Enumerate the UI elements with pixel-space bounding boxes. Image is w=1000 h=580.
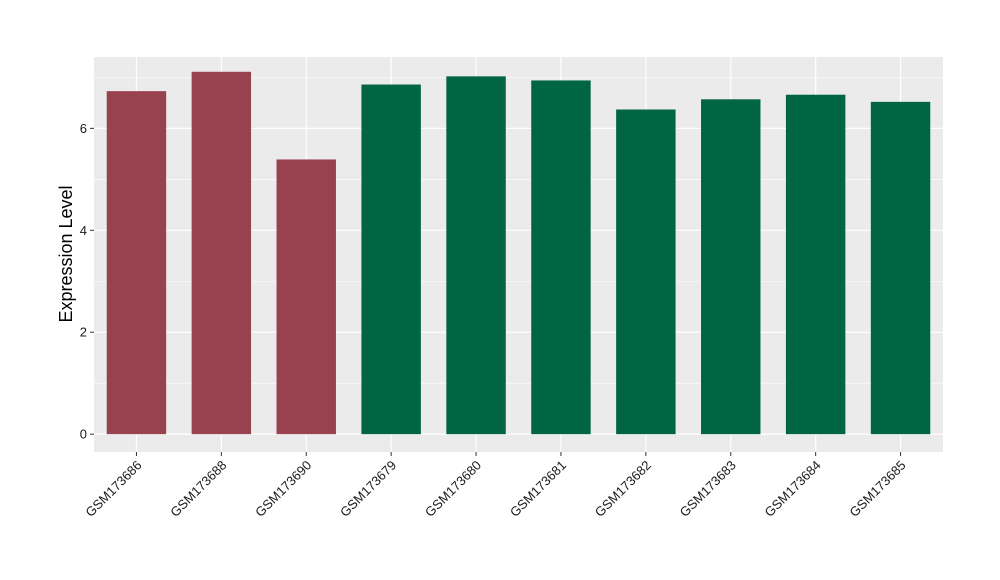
x-tick-label: GSM173682 xyxy=(592,458,654,520)
y-tick-label: 0 xyxy=(80,427,87,442)
x-axis: GSM173686 GSM173688 GSM173690 GSM173679 GSM1… xyxy=(82,452,909,520)
x-tick-label: GSM173686 xyxy=(82,458,144,520)
bar-gsm173688 xyxy=(191,71,252,435)
bar-gsm173684 xyxy=(785,94,846,435)
x-tick-label: GSM173688 xyxy=(167,458,229,520)
bar-gsm173682 xyxy=(616,109,676,435)
y-tick-label: 4 xyxy=(80,223,87,238)
bars xyxy=(106,71,931,435)
x-tick-label: GSM173685 xyxy=(846,458,908,520)
bar-gsm173686 xyxy=(106,91,167,435)
x-tick-label: GSM173680 xyxy=(422,458,484,520)
bar-gsm173685 xyxy=(870,101,931,435)
y-axis-title: Expression Level xyxy=(56,185,76,322)
x-tick-label: GSM173684 xyxy=(762,458,824,520)
bar-gsm173683 xyxy=(701,99,761,435)
x-tick-label: GSM173690 xyxy=(252,458,314,520)
x-tick-label: GSM173683 xyxy=(677,458,739,520)
y-tick-label: 6 xyxy=(80,121,87,136)
bar-gsm173681 xyxy=(531,80,591,435)
bar-gsm173690 xyxy=(276,159,336,435)
bar-gsm173679 xyxy=(361,84,421,435)
y-tick-label: 2 xyxy=(80,325,87,340)
x-tick-label: GSM173681 xyxy=(507,458,569,520)
x-tick-label: GSM173679 xyxy=(337,458,399,520)
y-axis: 0 2 4 6 xyxy=(80,121,94,442)
bar-gsm173680 xyxy=(446,76,506,435)
